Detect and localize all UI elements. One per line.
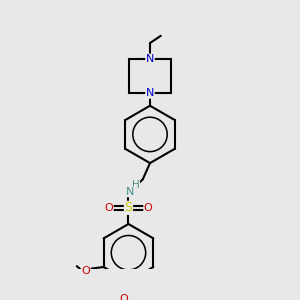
Text: N: N: [126, 187, 134, 197]
Text: O: O: [120, 294, 128, 300]
Text: N: N: [146, 54, 154, 64]
Text: O: O: [104, 203, 113, 213]
Text: S: S: [124, 201, 133, 214]
Text: H: H: [132, 181, 140, 190]
Text: O: O: [144, 203, 153, 213]
Text: N: N: [146, 88, 154, 98]
Text: O: O: [81, 266, 90, 276]
